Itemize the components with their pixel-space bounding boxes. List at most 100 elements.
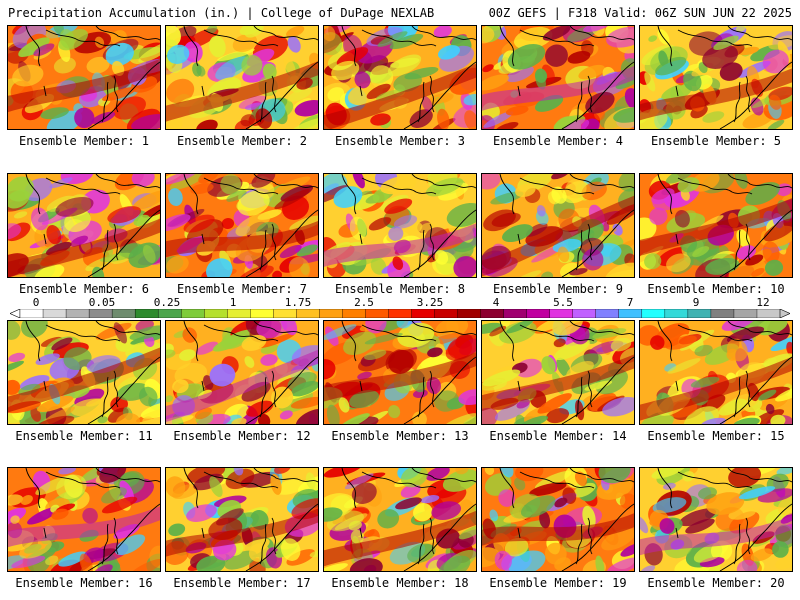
ensemble-member-label: Ensemble Member: 19: [489, 576, 627, 590]
ensemble-member-label: Ensemble Member: 15: [647, 429, 785, 443]
colorbar-segment: [342, 309, 366, 318]
colorbar-segment: [526, 309, 551, 318]
colorbar-segment: [457, 309, 482, 318]
ensemble-member-map: [481, 467, 635, 572]
ensemble-member-label: Ensemble Member: 20: [647, 576, 785, 590]
colorbar-tick-label: 5.5: [553, 296, 573, 309]
colorbar-tick-label: 2.5: [354, 296, 374, 309]
precipitation-field: [482, 321, 634, 424]
precipitation-colorbar: [10, 309, 790, 318]
colorbar-tick-label: 0.25: [153, 296, 181, 309]
ensemble-member-label: Ensemble Member: 2: [176, 134, 308, 148]
ensemble-member-map: [639, 173, 793, 278]
colorbar-segment: [687, 309, 712, 318]
colorbar-segment: [618, 309, 643, 318]
ensemble-member-map: [323, 467, 477, 572]
colorbar-tick-label: 9: [692, 296, 700, 309]
ensemble-member-label: Ensemble Member: 17: [173, 576, 311, 590]
colorbar-tick-label: 3.25: [416, 296, 444, 309]
ensemble-member-label: Ensemble Member: 11: [15, 429, 153, 443]
ensemble-member-label: Ensemble Member: 10: [647, 282, 785, 296]
ensemble-member-map: [639, 320, 793, 425]
ensemble-member-label: Ensemble Member: 3: [334, 134, 466, 148]
precipitation-field: [640, 321, 792, 424]
ensemble-member-label: Ensemble Member: 6: [18, 282, 150, 296]
ensemble-member-map: [165, 173, 319, 278]
colorbar-segment: [227, 309, 251, 318]
colorbar-tick-label: 1: [229, 296, 237, 309]
colorbar-segment: [111, 309, 136, 318]
ensemble-member-map: [165, 467, 319, 572]
precipitation-field: [8, 468, 160, 571]
precipitation-field: [482, 174, 634, 277]
ensemble-member-map: [323, 173, 477, 278]
ensemble-member-label: Ensemble Member: 7: [176, 282, 308, 296]
ensemble-member-label: Ensemble Member: 8: [334, 282, 466, 296]
colorbar-segment: [157, 309, 182, 318]
ensemble-member-label: Ensemble Member: 1: [18, 134, 150, 148]
colorbar-segment: [181, 309, 205, 318]
colorbar-segment: [595, 309, 620, 318]
ensemble-member-map: [7, 320, 161, 425]
run-valid-time: 00Z GEFS | F318 Valid: 06Z SUN JUN 22 20…: [488, 6, 792, 20]
colorbar-min-arrow: [10, 309, 21, 318]
ensemble-member-map: [7, 173, 161, 278]
colorbar-segment: [572, 309, 597, 318]
precipitation-field: [8, 321, 160, 424]
colorbar-segment: [273, 309, 297, 318]
ensemble-member-map: [165, 320, 319, 425]
colorbar-segment: [641, 309, 666, 318]
ensemble-member-label: Ensemble Member: 16: [15, 576, 153, 590]
precipitation-field: [640, 174, 792, 277]
ensemble-member-map: [481, 320, 635, 425]
colorbar-segment: [388, 309, 413, 318]
colorbar-tick-label: 1.75: [284, 296, 312, 309]
colorbar-segment: [664, 309, 689, 318]
ensemble-member-map: [639, 467, 793, 572]
precipitation-field: [482, 468, 634, 571]
precipitation-field: [166, 321, 318, 424]
colorbar-tick-label: 4: [492, 296, 500, 309]
colorbar-segment: [65, 309, 90, 318]
colorbar-segment: [204, 309, 228, 318]
colorbar-tick-label: 12: [756, 296, 770, 309]
precipitation-field: [8, 174, 160, 277]
precipitation-field: [640, 468, 792, 571]
precipitation-field: [324, 321, 476, 424]
precipitation-field: [324, 26, 476, 129]
ensemble-member-label: Ensemble Member: 14: [489, 429, 627, 443]
colorbar-segment: [503, 309, 528, 318]
ensemble-member-label: Ensemble Member: 9: [492, 282, 624, 296]
colorbar-tick-label: 0: [32, 296, 40, 309]
ensemble-member-map: [481, 25, 635, 130]
colorbar-max-arrow: [779, 309, 790, 318]
ensemble-member-map: [165, 25, 319, 130]
precipitation-field: [482, 26, 634, 129]
colorbar-segment: [549, 309, 574, 318]
colorbar-tick-label: 7: [626, 296, 634, 309]
colorbar-segment: [19, 309, 44, 318]
precipitation-field: [166, 468, 318, 571]
precipitation-field: [640, 26, 792, 129]
ensemble-member-map: [481, 173, 635, 278]
ensemble-member-map: [7, 25, 161, 130]
colorbar-tick-label: 0.05: [88, 296, 116, 309]
precipitation-field: [8, 26, 160, 129]
colorbar-segment: [42, 309, 67, 318]
ensemble-member-map: [7, 467, 161, 572]
colorbar-segment: [296, 309, 320, 318]
colorbar-segment: [434, 309, 459, 318]
colorbar-segment: [134, 309, 159, 318]
ensemble-member-label: Ensemble Member: 5: [650, 134, 782, 148]
colorbar-segment: [88, 309, 113, 318]
chart-title: Precipitation Accumulation (in.) | Colle…: [8, 6, 435, 20]
precipitation-field: [166, 174, 318, 277]
ensemble-member-label: Ensemble Member: 13: [331, 429, 469, 443]
ensemble-member-map: [323, 320, 477, 425]
precipitation-field: [324, 174, 476, 277]
colorbar-segment: [733, 309, 758, 318]
precipitation-field: [324, 468, 476, 571]
precipitation-field: [166, 26, 318, 129]
ensemble-member-map: [639, 25, 793, 130]
colorbar-segment: [365, 309, 389, 318]
